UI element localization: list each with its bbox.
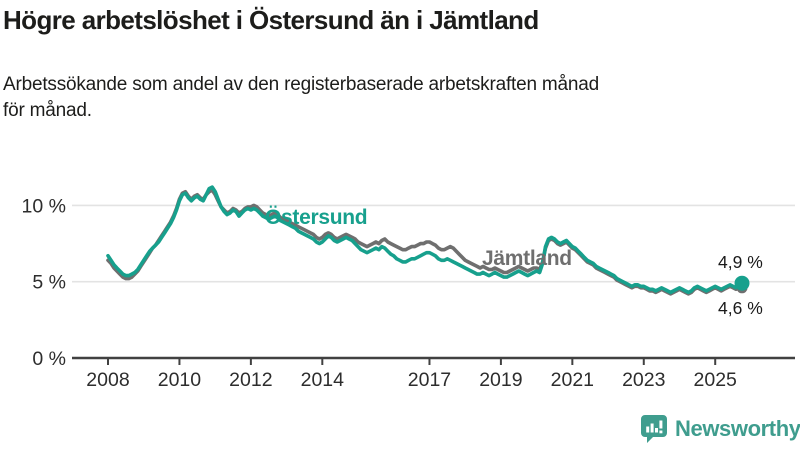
- end-dot-jmtland: [736, 282, 748, 294]
- x-tick-label: 2023: [622, 369, 665, 391]
- newsworthy-logo[interactable]: Newsworthy: [641, 415, 800, 443]
- newsworthy-bubble-chart-icon: [641, 415, 667, 443]
- y-tick-label: 0 %: [32, 348, 66, 370]
- series-label-jamtland: Jämtland: [482, 247, 572, 270]
- x-tick-label: 2014: [301, 369, 345, 391]
- x-tick-label: 2012: [229, 369, 272, 391]
- series-line-jmtland: [106, 188, 744, 296]
- series-label-ostersund: Östersund: [265, 206, 368, 229]
- x-tick-label: 2021: [551, 369, 594, 391]
- y-tick-label: 10 %: [22, 195, 66, 217]
- series-line-stersund: [106, 185, 744, 295]
- x-tick-label: 2019: [479, 369, 522, 391]
- page-subtitle: Arbetssökande som andel av den registerb…: [3, 74, 600, 122]
- page-title: Högre arbetslöshet i Östersund än i Jämt…: [3, 5, 539, 35]
- y-tick-label: 5 %: [32, 272, 66, 294]
- x-tick-label: 2010: [158, 369, 202, 391]
- end-value-label-jamtland: 4,6 %: [718, 298, 763, 318]
- end-value-label-ostersund: 4,9 %: [718, 252, 763, 272]
- x-tick-label: 2008: [86, 369, 129, 391]
- end-dot-stersund: [734, 275, 750, 291]
- x-tick-label: 2017: [408, 369, 451, 391]
- newsworthy-wordmark: Newsworthy: [675, 416, 800, 441]
- x-tick-label: 2025: [694, 369, 738, 391]
